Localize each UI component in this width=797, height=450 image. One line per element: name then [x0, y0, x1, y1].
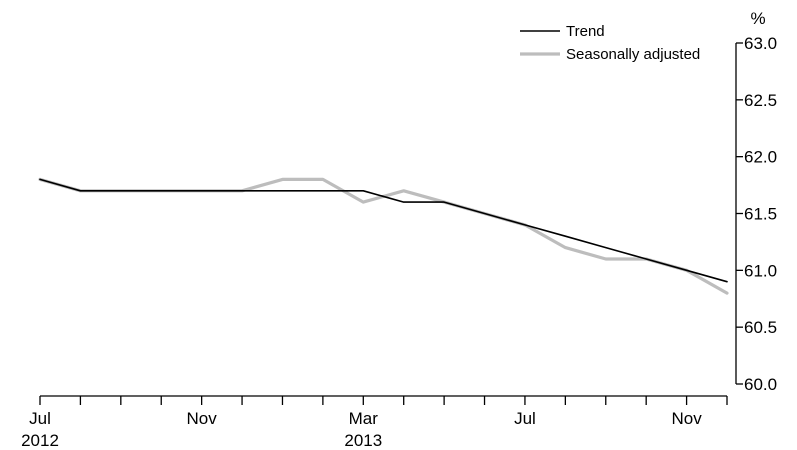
legend: Trend Seasonally adjusted — [520, 23, 700, 63]
x-tick-year-label: 2012 — [21, 431, 59, 450]
y-axis-ticks: 60.0 60.5 61.0 61.5 62.0 62.5 63.0 — [736, 34, 777, 394]
y-tick-label: 63.0 — [744, 34, 777, 53]
series-line-trend — [39, 178, 728, 283]
y-tick-label: 62.0 — [744, 148, 777, 167]
y-tick-label: 61.0 — [744, 261, 777, 280]
x-tick-label: Jul — [514, 409, 536, 428]
x-tick-label: Nov — [187, 409, 218, 428]
legend-label: Seasonally adjusted — [566, 46, 700, 63]
x-tick-label: Jul — [29, 409, 51, 428]
x-tick-label: Nov — [671, 409, 702, 428]
x-tick-label: Mar — [349, 409, 379, 428]
legend-label: Trend — [566, 23, 605, 40]
y-axis-unit: % — [750, 9, 765, 28]
y-tick-label: 61.5 — [744, 205, 777, 224]
y-tick-label: 62.5 — [744, 91, 777, 110]
x-axis-ticks: Jul 2012 Nov Mar 2013 Jul Nov — [21, 396, 728, 450]
x-tick-year-label: 2013 — [344, 431, 382, 450]
series-layer — [38, 177, 729, 295]
y-tick-label: 60.0 — [744, 375, 777, 394]
y-tick-label: 60.5 — [744, 318, 777, 337]
